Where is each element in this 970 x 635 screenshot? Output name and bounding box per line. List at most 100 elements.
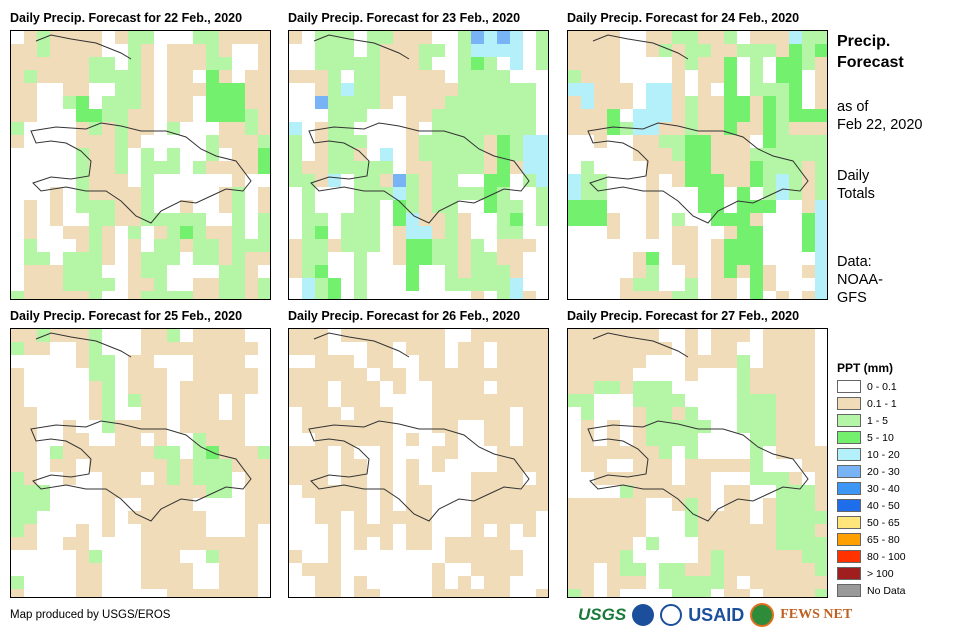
precip-cell	[523, 122, 536, 135]
precip-cell	[115, 511, 128, 524]
legend-swatch	[837, 414, 861, 427]
precip-cell	[24, 537, 37, 550]
precip-cell	[245, 187, 258, 200]
precip-cell	[458, 44, 471, 57]
precip-cell	[484, 563, 497, 576]
precip-cell	[37, 70, 50, 83]
precip-cell	[815, 291, 827, 299]
precip-cell	[776, 550, 789, 563]
precip-cell	[711, 407, 724, 420]
precip-cell	[154, 368, 167, 381]
precip-cell	[289, 459, 302, 472]
precip-cell	[50, 226, 63, 239]
precip-cell	[724, 278, 737, 291]
precip-cell	[258, 355, 270, 368]
precip-cell	[63, 83, 76, 96]
precip-cell	[698, 342, 711, 355]
precip-cell	[711, 70, 724, 83]
precip-cell	[432, 83, 445, 96]
precip-cell	[258, 433, 270, 446]
precip-cell	[497, 498, 510, 511]
precip-cell	[763, 329, 776, 342]
precip-cell	[471, 589, 484, 597]
precip-cell	[219, 420, 232, 433]
precip-cell	[367, 420, 380, 433]
hispaniola-outline	[587, 420, 809, 522]
precip-cell	[341, 420, 354, 433]
precip-cell	[698, 44, 711, 57]
precip-cell	[258, 381, 270, 394]
precip-cell	[568, 291, 581, 299]
precip-cell	[89, 213, 102, 226]
precip-cell	[406, 420, 419, 433]
precip-cell	[672, 407, 685, 420]
precip-cell	[607, 252, 620, 265]
precip-cell	[536, 511, 548, 524]
precip-cell	[737, 420, 750, 433]
precip-cell	[193, 226, 206, 239]
precip-cell	[646, 446, 659, 459]
precip-cell	[341, 368, 354, 381]
precip-cell	[89, 472, 102, 485]
precip-cell	[393, 213, 406, 226]
precip-cell	[724, 368, 737, 381]
precip-cell	[802, 226, 815, 239]
precip-cell	[672, 537, 685, 550]
precip-cell	[232, 511, 245, 524]
precip-cell	[815, 511, 827, 524]
precip-cell	[776, 472, 789, 485]
precip-cell	[646, 472, 659, 485]
precip-cell	[458, 368, 471, 381]
precip-cell	[458, 109, 471, 122]
precip-cell	[659, 265, 672, 278]
precip-cell	[607, 329, 620, 342]
precip-cell	[219, 174, 232, 187]
precip-cell	[380, 291, 393, 299]
precip-cell	[219, 511, 232, 524]
precip-cell	[659, 148, 672, 161]
precip-cell	[289, 265, 302, 278]
precip-cell	[245, 563, 258, 576]
precip-cell	[63, 70, 76, 83]
precip-cell	[193, 278, 206, 291]
precip-cell	[302, 550, 315, 563]
precip-cell	[698, 394, 711, 407]
precip-cell	[594, 57, 607, 70]
precip-cell	[393, 122, 406, 135]
precip-cell	[180, 174, 193, 187]
precip-cell	[685, 96, 698, 109]
precip-cell	[672, 252, 685, 265]
precip-cell	[37, 355, 50, 368]
precip-cell	[581, 355, 594, 368]
precip-cell	[24, 109, 37, 122]
precip-cell	[594, 576, 607, 589]
precip-cell	[471, 498, 484, 511]
precip-cell	[594, 252, 607, 265]
precip-cell	[711, 148, 724, 161]
precip-cell	[458, 381, 471, 394]
precip-cell	[219, 44, 232, 57]
precip-cell	[180, 420, 193, 433]
precip-cell	[789, 498, 802, 511]
precip-cell	[89, 291, 102, 299]
precip-cell	[102, 252, 115, 265]
precip-cell	[776, 174, 789, 187]
precip-cell	[698, 83, 711, 96]
legend-label: 5 - 10	[867, 431, 894, 444]
precip-cell	[776, 31, 789, 44]
precip-cell	[302, 407, 315, 420]
precip-cell	[393, 239, 406, 252]
precip-cell	[354, 135, 367, 148]
precip-cell	[471, 563, 484, 576]
precip-cell	[536, 291, 548, 299]
precip-cell	[354, 161, 367, 174]
precip-cell	[315, 524, 328, 537]
precip-cell	[328, 355, 341, 368]
precip-cell	[193, 446, 206, 459]
precip-cell	[646, 200, 659, 213]
precip-cell	[594, 213, 607, 226]
precip-cell	[581, 576, 594, 589]
precip-cell	[802, 200, 815, 213]
precip-cell	[633, 381, 646, 394]
precip-cell	[180, 122, 193, 135]
